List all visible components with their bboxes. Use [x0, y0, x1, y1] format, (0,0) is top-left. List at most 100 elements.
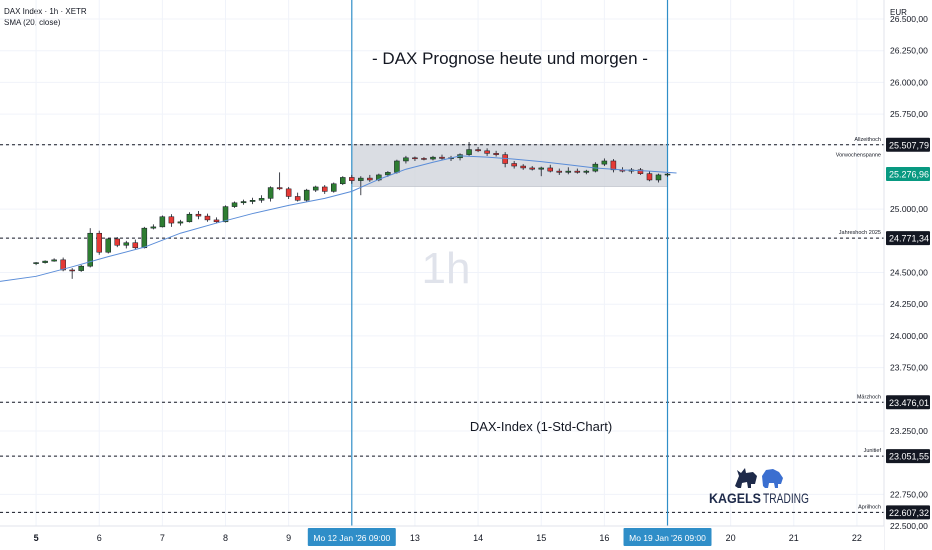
candle-body [204, 215, 211, 221]
candle-body [159, 216, 166, 228]
candle-body [493, 153, 499, 155]
candle-body [168, 216, 175, 224]
candle-body [69, 269, 75, 272]
x-tick-label: 13 [410, 533, 420, 543]
price-axis[interactable]: EUR [883, 0, 907, 550]
candle-body [331, 183, 337, 192]
y-tick-label: 25.750,00 [890, 109, 928, 119]
candle-body [655, 174, 662, 181]
x-tick-label: 16 [599, 533, 609, 543]
symbol-label[interactable]: DAX Index · 1h · XETR [4, 7, 87, 16]
candle-body [222, 206, 229, 223]
candle-body [547, 167, 553, 172]
candle-body [349, 177, 355, 181]
candle-body [285, 188, 292, 197]
candle-body [475, 149, 481, 152]
candle-body [556, 170, 563, 173]
level-price-label: 25.507,79 [889, 140, 929, 150]
candle-body [42, 260, 48, 263]
candle-body [141, 227, 148, 249]
candle-body [177, 221, 184, 224]
y-tick-label: 22.750,00 [890, 489, 928, 499]
candle-body [33, 262, 39, 264]
level-price-box [886, 137, 930, 152]
currency-label: EUR [890, 8, 907, 17]
candle-body [51, 259, 57, 262]
candle-body [412, 157, 418, 160]
week-start-lines [351, 0, 669, 526]
x-tick-label: 7 [160, 533, 165, 543]
level-name: Aprilhoch [858, 504, 881, 510]
level-name: Junitief [864, 448, 882, 454]
candle-body [303, 189, 310, 201]
x-tick-label: 9 [286, 533, 291, 543]
x-tick-label: 22 [852, 533, 862, 543]
y-tick-label: 26.000,00 [890, 77, 928, 87]
y-tick-label: 24.000,00 [890, 331, 928, 341]
previous-week-range-zone: Vorwochenspanne [351, 144, 881, 187]
sma-line [0, 155, 677, 282]
level-price-label: 22.607,32 [889, 508, 929, 518]
week-start-box [307, 528, 396, 546]
candle-body [574, 170, 581, 173]
candle-body [340, 177, 346, 185]
indicator-label[interactable]: SMA (20, close) [4, 18, 61, 27]
current-price-label: 25.276,96 [889, 170, 929, 180]
x-tick-label: 14 [473, 533, 483, 543]
candle-body [466, 149, 472, 155]
week-start-label: Mo 12 Jan '26 09:00 [313, 533, 390, 543]
interval-watermark: 1h [422, 244, 471, 293]
candle-body [105, 238, 111, 253]
candle-body [439, 156, 445, 159]
candle-body [430, 156, 436, 160]
candle-body [367, 177, 373, 181]
y-tick-label: 24.500,00 [890, 268, 928, 278]
candle-body [565, 170, 572, 173]
candle-body [150, 226, 157, 229]
candle-body [60, 259, 66, 271]
candle-body [637, 169, 644, 174]
current-price-box [886, 167, 930, 182]
level-price-box [886, 505, 930, 520]
candle-body [321, 186, 328, 192]
x-tick-label: 8 [223, 533, 228, 543]
candle-body [664, 173, 671, 176]
candle-body [394, 160, 400, 173]
candle-body [358, 177, 364, 181]
y-tick-label: 24.250,00 [890, 299, 928, 309]
level-price-label: 24.771,34 [889, 234, 929, 244]
candle-body [601, 160, 608, 165]
chart-subtitle: DAX-Index (1-Std-Chart) [470, 419, 612, 434]
zone-label: Vorwochenspanne [836, 153, 881, 159]
level-price-label: 23.051,55 [889, 452, 929, 462]
candle-body [529, 167, 535, 170]
candle-body [114, 238, 121, 246]
level-price-box [886, 231, 930, 246]
candle-body [511, 163, 517, 167]
candle-body [583, 170, 590, 173]
candle-body [195, 213, 202, 217]
level-lines: Allzeithoch Jahreshoch 2025 Märzhoch Juniti… [0, 137, 884, 513]
y-tick-label: 26.250,00 [890, 46, 928, 56]
candle-body [78, 265, 84, 271]
candle-body [267, 187, 274, 199]
brand-left: KAGELS [709, 490, 761, 506]
level-name: Allzeithoch [854, 137, 881, 143]
level-name: Märzhoch [857, 394, 881, 400]
x-tick-label: 21 [789, 533, 799, 543]
candle-body [213, 219, 220, 223]
x-tick-label: 20 [726, 533, 736, 543]
candle-body [132, 242, 139, 249]
brand-right: TRADING [763, 490, 809, 506]
candle-body [484, 150, 490, 154]
candle-body [538, 167, 544, 170]
y-tick-label: 22.500,00 [890, 521, 928, 531]
y-tick-label: 26.500,00 [890, 14, 928, 24]
y-tick-label: 23.750,00 [890, 363, 928, 373]
time-axis[interactable] [0, 525, 884, 550]
candle-body [231, 202, 238, 207]
y-tick-label: 23.250,00 [890, 426, 928, 436]
kagels-trading-logo: KAGELS TRADING [709, 468, 809, 506]
x-tick-label: 15 [536, 533, 546, 543]
